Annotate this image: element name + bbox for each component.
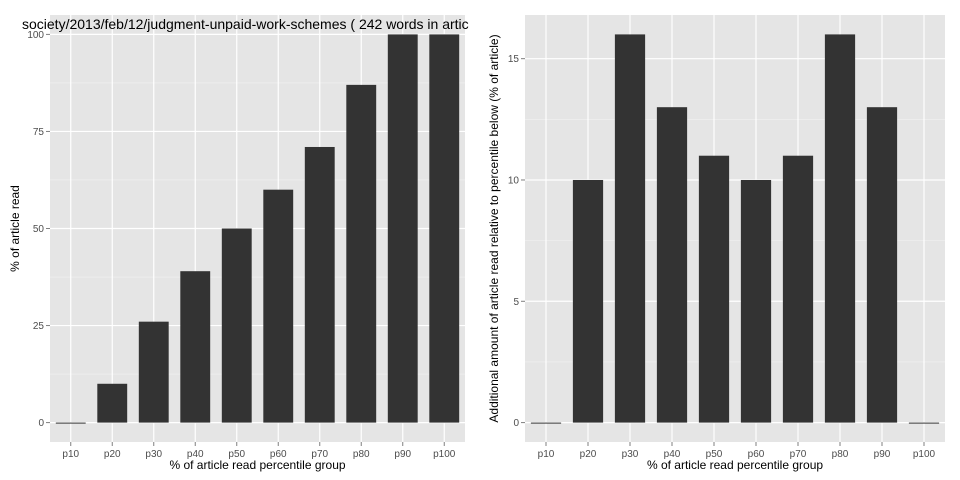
y-tick-label: 75 [33,127,45,138]
y-tick-label: 5 [513,297,519,308]
right-chart: 0 5 10 15 p10 p20 p30 p40 p50 p60 p70 p80 p90 p100 % o… [487,15,945,472]
y-tick-label: 15 [508,54,520,65]
bar-p50 [221,228,252,423]
bar-p60 [740,179,772,423]
x-tick-label: p70 [790,449,807,460]
bar-p100 [908,422,940,424]
bar-p40 [180,271,211,423]
bar-p100 [429,34,460,423]
bar-p70 [304,146,335,423]
x-tick-label: p70 [311,449,328,460]
y-tick-label: 10 [508,175,520,186]
bar-p30 [138,321,169,423]
x-tick-label: p10 [62,449,79,460]
y-tick-label: 0 [38,418,44,429]
x-tick-label: p20 [580,449,597,460]
bar-p30 [614,34,646,423]
x-tick-label: p60 [270,449,287,460]
x-tick-label: p80 [832,449,849,460]
x-tick-label: p50 [706,449,723,460]
left-chart: 0 25 50 75 100 p10 p20 p30 p40 p50 p60 p70 p80 p90 p10… [8,15,469,472]
x-tick-label: p60 [748,449,765,460]
x-tick-label: p90 [874,449,891,460]
bar-p10 [530,422,562,424]
x-tick-label: p30 [622,449,639,460]
x-tick-label: p80 [353,449,370,460]
x-tick-label: p20 [104,449,121,460]
x-tick-label: p50 [228,449,245,460]
x-tick-label: p100 [433,449,456,460]
x-tick-label: p40 [664,449,681,460]
x-axis-label: % of article read percentile group [647,458,823,472]
y-axis-label: Additional amount of article read relati… [487,34,501,422]
y-axis-label: % of article read [8,185,22,272]
y-tick-label: 25 [33,321,45,332]
x-tick-label: p30 [145,449,162,460]
bar-p60 [263,189,294,423]
bar-p40 [656,107,688,423]
y-tick-label: 0 [513,418,519,429]
bar-p20 [572,179,604,423]
x-axis-label: % of article read percentile group [169,458,345,472]
chart-title: society/2013/feb/12/judgment-unpaid-work… [22,16,469,32]
bar-p70 [782,155,814,423]
bar-p20 [97,383,128,423]
x-tick-label: p40 [187,449,204,460]
bar-p90 [387,34,418,423]
bar-p80 [824,34,856,423]
y-tick-label: 50 [33,224,45,235]
bar-p90 [866,107,898,423]
bar-p50 [698,155,730,423]
x-tick-label: p100 [913,449,936,460]
x-tick-label: p90 [394,449,411,460]
x-tick-label: p10 [538,449,555,460]
bar-p10 [55,422,86,424]
bar-p80 [346,84,377,423]
y-tick-label: 100 [27,30,44,41]
